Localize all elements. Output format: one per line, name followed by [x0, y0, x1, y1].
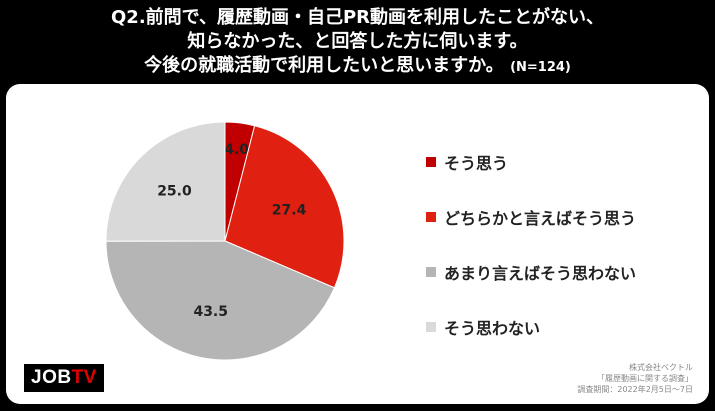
sample-size: (N=124) [510, 60, 571, 75]
source-company: 株式会社ベクトル [629, 363, 693, 372]
logo-text-job: JOB [31, 367, 72, 388]
pie-chart: 4.0 27.4 43.5 25.0 [105, 121, 345, 361]
logo-text-tv: TV [71, 367, 97, 388]
source-note: 株式会社ベクトル 「履歴動画に関する調査」 調査期間：2022年2月5日～7日 [577, 362, 693, 395]
title-line-1: Q2.前問で、履歴動画・自己PR動画を利用したことがない、 [111, 7, 604, 28]
legend-item-2: どちらかと言えばそう思う [426, 205, 636, 229]
legend-swatch-4 [426, 322, 436, 332]
chart-panel: 4.0 27.4 43.5 25.0 そう思うどちらかと言えばそう思う あまり言えばそう… [6, 84, 709, 404]
pie-slice-2 [224, 125, 345, 289]
legend-label-4: そう思わない [444, 319, 541, 338]
legend-item-4: そう思わない [426, 315, 540, 339]
slice-value-label-4: 25.0 [157, 184, 192, 200]
chart-title: Q2.前問で、履歴動画・自己PR動画を利用したことがない、 知らなかった、と回答… [0, 6, 715, 80]
pie-slice-3 [105, 240, 336, 361]
slice-value-label-2: 27.4 [272, 202, 307, 218]
legend-swatch-1 [426, 157, 436, 167]
slice-value-label-3: 43.5 [193, 304, 228, 320]
legend-swatch-2 [426, 212, 436, 222]
slice-value-label-1: 4.0 [224, 142, 249, 158]
legend-item-1: そう思う [426, 150, 508, 174]
legend-label-1: そう思う [444, 154, 509, 173]
jobtv-logo: JOBTV [24, 364, 104, 392]
legend-swatch-3 [426, 267, 436, 277]
source-period: 調査期間：2022年2月5日～7日 [577, 385, 693, 394]
pie-slice-4 [105, 121, 226, 242]
title-line-2: 知らなかった、と回答した方に伺います。 [187, 31, 528, 52]
legend-label-3: あまり言えばそう思わない [444, 264, 637, 283]
legend-item-3: あまり言えばそう思わない [426, 260, 636, 284]
title-line-3-text: 今後の就職活動で利用したいと思いますか。 [144, 55, 504, 76]
legend-label-2: どちらかと言えばそう思う [444, 209, 637, 228]
title-line-3: 今後の就職活動で利用したいと思いますか。 (N=124) [0, 54, 715, 80]
source-survey: 「履歴動画に関する調査」 [597, 374, 693, 383]
